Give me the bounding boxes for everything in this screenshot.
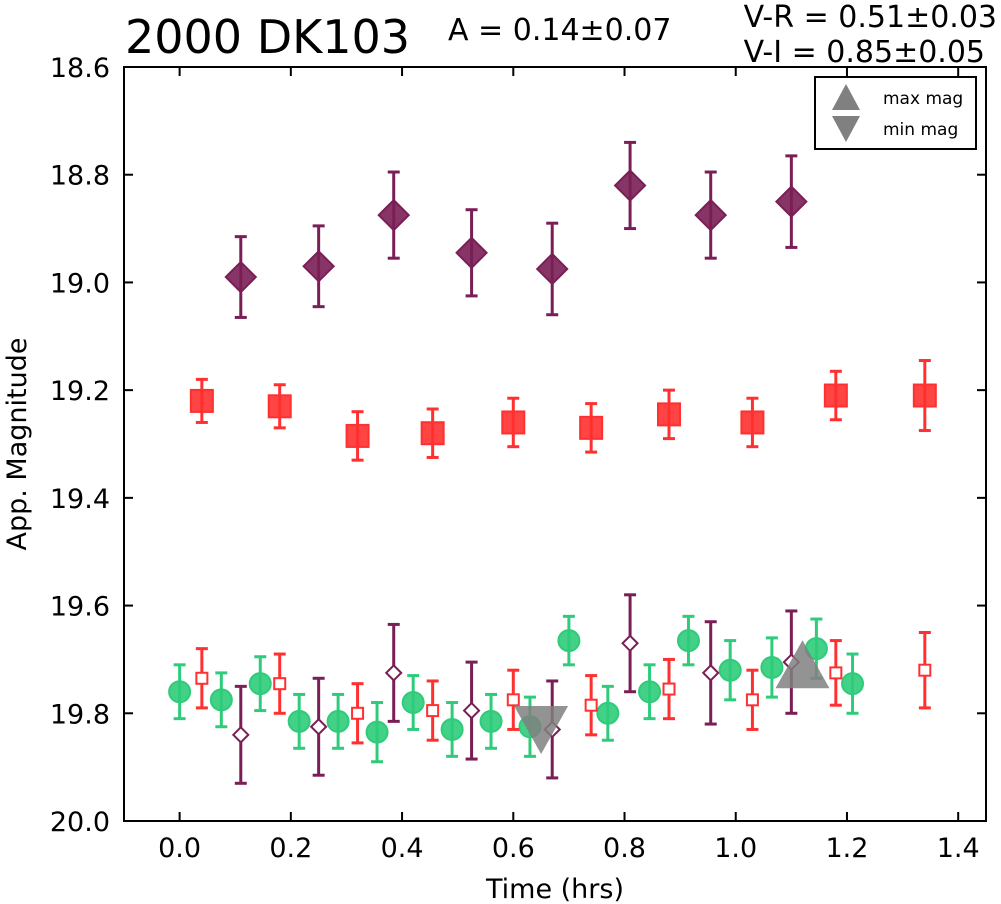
data-point [231,725,250,744]
data-point [638,680,662,704]
min-mag-marker [514,706,569,755]
data-point [267,394,292,419]
y-tick-label: 18.8 [50,161,110,192]
data-marks [168,140,937,785]
data-point [273,677,287,691]
data-point [420,421,445,446]
data-point [302,249,336,283]
amplitude-label: A = 0.14±0.07 [448,13,672,48]
data-point [195,671,209,685]
y-tick-label: 20.0 [50,807,110,838]
v-r-label: V-R = 0.51±0.03 [743,0,997,35]
data-point [168,680,192,704]
data-point [287,709,311,733]
data-point [718,658,742,682]
data-point [345,423,370,448]
data-point [740,410,765,435]
x-tick-label: 0.6 [492,833,535,864]
y-axis-label: App. Magnitude [2,338,33,551]
data-point [918,663,932,677]
data-point [384,663,403,682]
min-max-markers [514,640,830,755]
x-tick-label: 1.4 [937,833,980,864]
data-point [694,198,728,232]
data-point [224,260,258,294]
data-point [209,688,233,712]
data-point [401,691,425,715]
x-tick-label: 0.4 [381,833,424,864]
legend: max mag min mag [814,76,977,150]
data-point [365,720,389,744]
data-point [506,693,520,707]
data-point [189,388,214,413]
plot-frame [123,66,987,822]
data-point [440,717,464,741]
data-point [248,672,272,696]
data-point [745,693,759,707]
data-point [676,629,700,653]
data-point [760,656,784,680]
x-tick-label: 0.0 [158,833,201,864]
data-point [377,198,411,232]
y-tick-label: 19.0 [50,268,110,299]
legend-min-label: min mag [883,120,958,140]
y-tick-label: 19.4 [50,484,110,515]
data-point [584,698,598,712]
data-point [501,410,526,435]
data-point [351,706,365,720]
data-point [596,701,620,725]
data-point [621,634,639,653]
y-tick-label: 19.2 [50,376,110,407]
legend-max-label: max mag [883,89,963,109]
data-point [309,717,328,736]
x-tick-label: 0.2 [269,833,312,864]
data-point [701,663,720,682]
legend-min-marker [832,116,860,142]
y-tick-label: 18.6 [50,53,110,84]
data-point [579,415,604,440]
data-point [462,701,481,720]
data-point [557,629,581,653]
y-tick-label: 19.6 [50,592,110,623]
color-indices: V-R = 0.51±0.03 V-I = 0.85±0.05 [744,0,997,70]
data-point [829,666,843,680]
y-tick-label: 19.8 [50,699,110,730]
data-point [426,704,440,718]
data-point [479,709,503,733]
x-tick-label: 0.8 [603,833,646,864]
legend-box [814,76,977,150]
data-point [823,383,848,408]
x-tick-label: 1.2 [825,833,868,864]
legend-max-marker [832,84,860,110]
object-title: 2000 DK103 [125,10,411,64]
max-mag-marker [775,640,830,689]
axis-ticks: 0.0 0.2 0.4 0.6 0.8 1.0 1.2 1.4 18.6 18.8 19.0 19.2… [50,53,986,864]
x-axis-label: Time (hrs) [485,874,624,904]
data-point [662,682,676,696]
data-point [841,672,865,696]
data-point [912,383,937,408]
data-point [455,236,488,270]
v-i-label: V-I = 0.85±0.05 [743,35,986,71]
data-point [326,709,350,733]
x-tick-label: 1.0 [714,833,757,864]
data-point [535,252,569,286]
data-point [774,185,808,219]
data-point [613,169,647,202]
data-point [657,402,682,427]
